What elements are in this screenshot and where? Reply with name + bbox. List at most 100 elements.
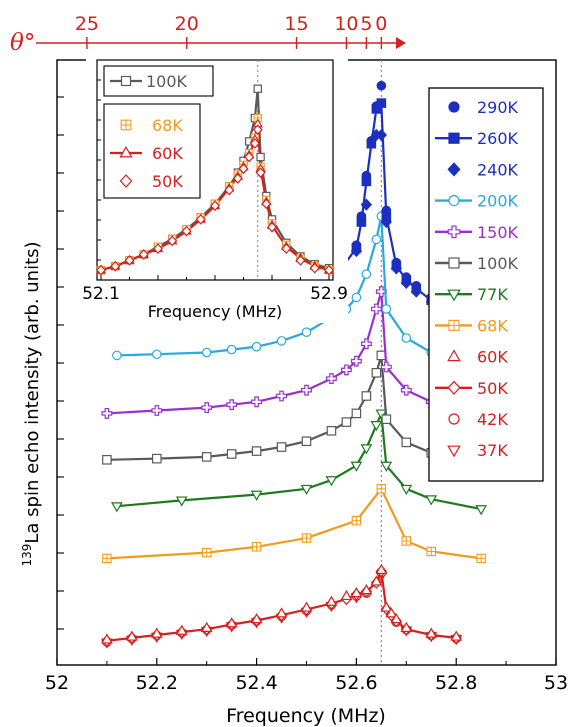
inset-data-point [238,163,249,175]
data-point [175,624,188,635]
data-point [475,505,488,516]
data-point [371,101,382,111]
x-tick-label: 52.6 [335,672,377,694]
inset-legend-item-50K: 50K [119,172,183,191]
data-point [381,414,392,424]
data-point [401,536,412,546]
data-point [226,449,237,459]
labels: Frequency (MHz) 139La spin echo intensit… [20,241,386,727]
data-point [102,553,112,564]
x-tick-label: 53 [544,672,568,694]
legend-marker [447,380,461,395]
series-100K [102,350,486,466]
top-axis-tick-label: 20 [175,13,199,35]
legend-label: 42K [477,410,508,429]
data-point [250,490,263,501]
data-point [361,170,372,181]
data-point [350,355,362,367]
legend-item-240K: 240K [447,160,519,179]
legend-marker [448,319,460,331]
data-point [125,630,138,641]
data-point [251,542,262,552]
inset-data-point [195,214,206,225]
data-point [340,589,353,601]
data-point [341,417,352,427]
inset-legend-marker [120,75,132,87]
series-60K [101,563,463,644]
data-point [380,601,393,612]
data-point [450,630,463,641]
data-point [201,402,213,414]
legend-label: 60K [477,348,508,367]
data-point [351,292,362,303]
x-tick-label: 52.4 [235,672,277,694]
data-point [151,405,163,416]
legend-label: 68K [477,316,508,335]
data-point [371,234,382,245]
data-point [251,446,262,456]
data-point [401,333,412,343]
data-point [361,269,372,279]
legend-marker [448,413,460,425]
data-point [375,286,387,298]
inset-data-point [252,124,263,136]
data-point [360,584,373,595]
data-point [201,452,212,462]
inset-data-point [124,254,135,266]
data-point [370,421,383,432]
inset-data-point [324,264,334,276]
legend-item-50K: 50K [435,379,508,398]
data-point [101,407,113,419]
data-point [400,384,412,396]
legend-box [428,87,544,482]
legend-item-150K: 150K [435,223,519,242]
data-point [390,613,403,624]
inset-data-point [224,184,235,196]
legend-marker [448,257,460,269]
inset-data-point [295,254,306,266]
data-point [226,344,237,355]
top-axis-tick-label: 15 [284,13,308,35]
data-point [426,546,436,557]
x-tick-label: 52.8 [435,672,477,694]
data-point [101,633,113,644]
data-point [400,621,413,632]
data-point [391,257,402,268]
data-point [361,391,372,401]
inset-data-point [96,264,106,276]
inset-data-point [309,262,320,274]
inset-legend-item-68K: 68K [120,116,183,135]
inset-data-point [255,167,266,178]
legend-marker [447,225,461,239]
data-point [251,396,263,408]
data-point [351,240,362,250]
data-point [275,607,288,618]
data-point [371,368,382,378]
data-point [370,575,383,586]
legend-item-42K: 42K [448,410,508,429]
legend-label: 77K [477,285,508,304]
legend-item-200K: 200K [435,192,519,211]
data-point [152,349,162,360]
inset-data-point [110,260,121,272]
top-axis: θ° 25 20 15 10 5 0 [10,13,406,56]
data-point [351,515,362,526]
legend-item-60K: 60K [447,348,508,367]
data-point [375,409,388,420]
data-point [201,547,212,558]
top-axis-tick-label: 10 [334,13,358,35]
inset-data-point [232,173,243,184]
data-point [225,617,238,628]
legend-item-77K: 77K [435,285,508,304]
x-tick-label: 52.2 [136,672,178,694]
data-point [325,476,338,487]
inset-data-point [181,225,192,237]
inset-legend-marker [120,119,132,131]
inset-legend-marker [119,146,133,158]
y-axis-label: 139La spin echo intensity (arb. units) [20,241,43,566]
inset-x-tick-label: 52.1 [82,284,120,304]
inset-data-point [253,84,262,93]
legend-label: 50K [477,379,508,398]
data-point [366,136,377,146]
